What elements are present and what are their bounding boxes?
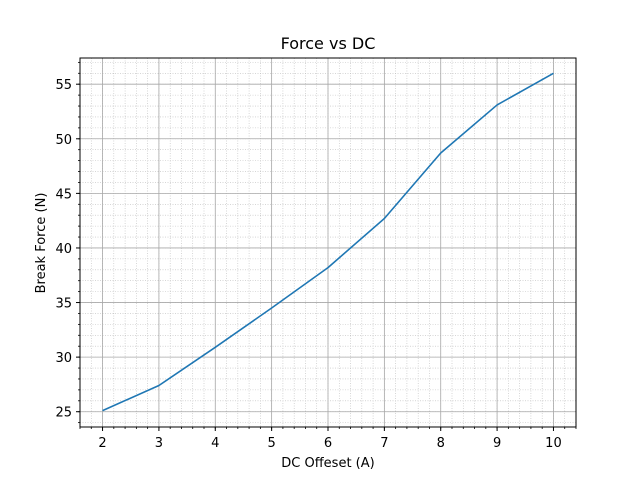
y-tick-label: 35 <box>55 297 72 312</box>
y-tick-label: 30 <box>55 351 72 366</box>
x-axis-ticks: 2 3 4 5 6 7 8 9 10 <box>79 427 577 451</box>
y-tick-label: 45 <box>55 187 72 202</box>
y-tick-label: 50 <box>55 133 72 148</box>
x-tick-label: 9 <box>493 436 501 451</box>
x-tick-label: 3 <box>155 436 163 451</box>
y-axis-ticks: 25 30 35 40 45 50 55 <box>55 61 80 424</box>
x-tick-label: 7 <box>380 436 388 451</box>
y-tick-label: 25 <box>55 406 72 421</box>
x-tick-label: 6 <box>324 436 332 451</box>
x-tick-label: 8 <box>437 436 445 451</box>
x-tick-label: 2 <box>98 436 106 451</box>
x-tick-label: 4 <box>211 436 219 451</box>
x-tick-label: 10 <box>545 436 562 451</box>
series-layer <box>102 72 554 412</box>
x-axis-label: DC Offeset (A) <box>281 456 374 471</box>
major-grid <box>80 58 576 427</box>
y-axis-label: Break Force (N) <box>34 193 49 294</box>
chart-title: Force vs DC <box>281 34 376 53</box>
y-tick-label: 55 <box>55 78 72 93</box>
y-tick-label: 40 <box>55 242 72 257</box>
series-line <box>102 72 554 412</box>
x-tick-label: 5 <box>267 436 275 451</box>
